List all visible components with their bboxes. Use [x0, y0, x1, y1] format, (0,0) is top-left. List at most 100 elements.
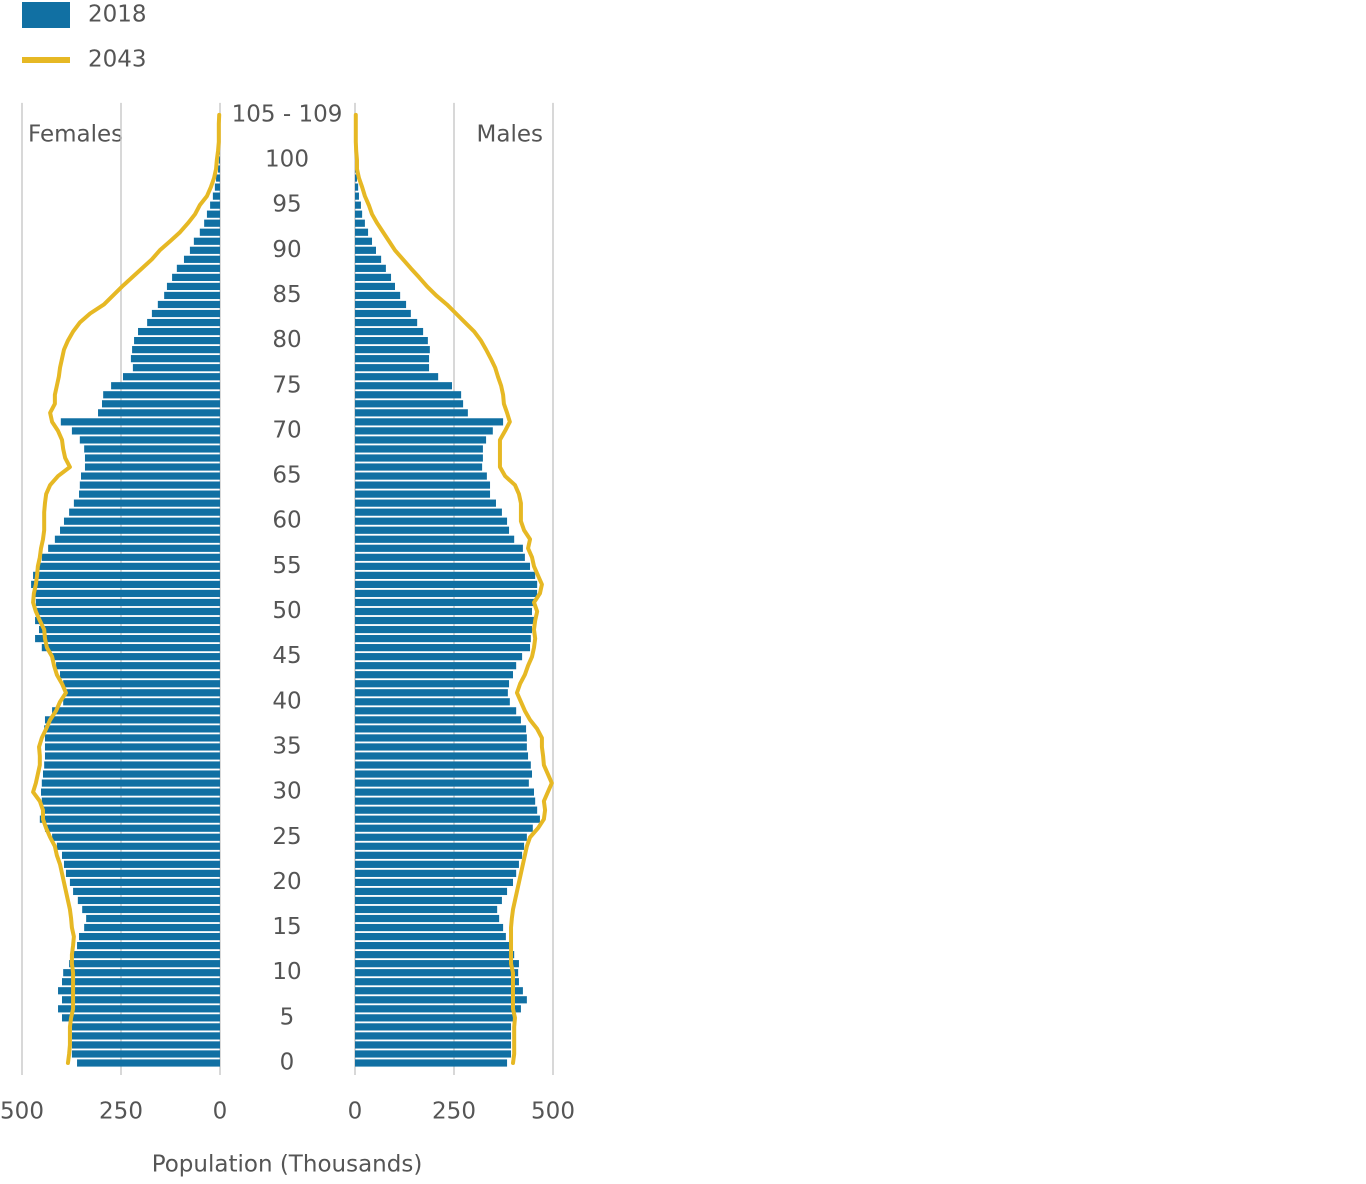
bar	[355, 508, 502, 516]
bar	[355, 707, 517, 715]
bar	[355, 1023, 512, 1031]
bar	[216, 174, 220, 182]
y-tick-label: 95	[272, 192, 301, 218]
bar	[39, 625, 220, 634]
bar	[54, 535, 221, 543]
bar	[355, 653, 523, 661]
bar	[355, 923, 504, 932]
bar	[355, 373, 439, 381]
bar	[166, 282, 220, 291]
bar	[355, 788, 534, 796]
y-tick-label: 25	[272, 824, 301, 850]
bar	[63, 969, 221, 977]
bar	[355, 662, 517, 670]
bar	[199, 228, 220, 236]
bar	[218, 165, 220, 173]
bar	[44, 761, 221, 769]
bar	[206, 210, 220, 218]
bar	[355, 472, 487, 480]
bar	[44, 752, 220, 760]
bar	[355, 634, 531, 643]
bar	[41, 644, 220, 652]
bar	[44, 743, 220, 751]
bar	[61, 996, 220, 1004]
bar	[61, 978, 220, 986]
bar	[355, 264, 386, 272]
y-tick-label: 90	[272, 237, 301, 263]
y-tick-label: 55	[272, 553, 301, 579]
bar	[77, 1059, 220, 1067]
bar	[82, 905, 220, 914]
bar	[69, 878, 220, 886]
bar	[71, 1041, 220, 1049]
bar	[355, 905, 498, 914]
y-tick-label: 45	[272, 643, 301, 669]
bar	[103, 391, 220, 399]
bar	[164, 291, 220, 300]
bar	[355, 273, 392, 281]
bar	[355, 237, 373, 245]
bar	[355, 210, 363, 218]
y-tick-label: 20	[272, 869, 301, 895]
bar	[355, 987, 523, 995]
bar	[355, 174, 357, 182]
bar	[355, 391, 462, 399]
bar	[172, 273, 220, 281]
bar	[86, 914, 220, 923]
legend-label: 2018	[88, 2, 147, 28]
bar	[355, 499, 496, 507]
x-tick-label: 500	[531, 1099, 575, 1125]
bar	[355, 436, 487, 444]
bar	[60, 526, 221, 534]
bar	[132, 346, 220, 354]
bar	[355, 255, 382, 263]
bar	[355, 219, 365, 227]
bar	[73, 951, 220, 959]
bar	[79, 490, 220, 498]
bar	[355, 607, 533, 616]
bar	[355, 598, 536, 607]
bar	[355, 878, 514, 886]
bar	[355, 282, 395, 291]
bar	[355, 228, 369, 236]
bar	[60, 418, 220, 426]
bar	[355, 716, 521, 724]
y-tick-label: 15	[272, 914, 301, 940]
bar	[33, 589, 221, 598]
bar	[355, 418, 504, 426]
bar	[355, 698, 510, 706]
bar	[84, 923, 220, 932]
x-tick-label: 0	[213, 1099, 228, 1125]
bar	[355, 183, 359, 191]
bar	[44, 725, 221, 733]
line	[31, 112, 222, 1065]
bar	[355, 869, 517, 877]
bar	[355, 914, 500, 923]
bar	[355, 644, 531, 652]
bar	[61, 1014, 220, 1022]
bar	[77, 942, 220, 950]
bar	[355, 382, 453, 390]
bar	[355, 671, 514, 679]
bar	[63, 517, 221, 525]
bar	[355, 969, 519, 977]
bar	[56, 842, 221, 850]
y-tick-label: 105 - 109	[232, 101, 343, 127]
bar	[355, 824, 533, 832]
bar	[355, 779, 529, 787]
bar	[355, 1032, 512, 1040]
bar	[44, 734, 220, 742]
bar	[355, 355, 430, 363]
line	[353, 112, 554, 1065]
bar	[52, 707, 220, 715]
bar	[355, 689, 508, 697]
bar	[151, 309, 220, 318]
bar	[355, 337, 428, 345]
bar	[355, 201, 361, 209]
bar	[355, 734, 527, 742]
y-tick-label: 65	[272, 463, 301, 489]
bar	[355, 1050, 512, 1058]
bar	[355, 544, 523, 552]
bar	[39, 815, 220, 823]
bar	[355, 517, 508, 525]
